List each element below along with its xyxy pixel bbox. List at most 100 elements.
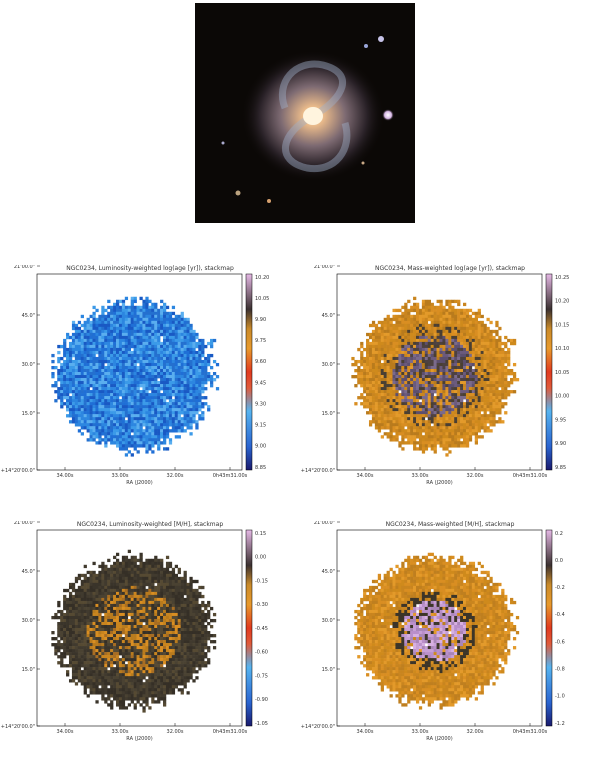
heatmap-cell bbox=[472, 312, 475, 315]
heatmap-cell bbox=[469, 381, 472, 384]
heatmap-cell bbox=[113, 556, 116, 559]
heatmap-cell bbox=[134, 577, 137, 580]
heatmap-cell bbox=[478, 429, 481, 432]
heatmap-cell bbox=[163, 604, 166, 607]
heatmap-cell bbox=[422, 342, 425, 345]
heatmap-cell bbox=[369, 369, 372, 372]
heatmap-cell bbox=[98, 598, 101, 601]
heatmap-cell bbox=[148, 429, 151, 432]
heatmap-cell bbox=[457, 378, 460, 381]
heatmap-cell bbox=[437, 420, 440, 423]
heatmap-cell bbox=[113, 339, 116, 342]
heatmap-cell bbox=[145, 309, 148, 312]
heatmap-cell bbox=[475, 369, 478, 372]
heatmap-cell bbox=[442, 345, 445, 348]
heatmap-cell bbox=[104, 378, 107, 381]
heatmap-cell bbox=[360, 378, 363, 381]
heatmap-cell bbox=[431, 327, 434, 330]
heatmap-cell bbox=[457, 327, 460, 330]
heatmap-cell bbox=[78, 342, 81, 345]
heatmap-cell bbox=[60, 378, 63, 381]
heatmap-cell bbox=[140, 592, 143, 595]
heatmap-cell bbox=[463, 309, 466, 312]
heatmap-cell bbox=[390, 327, 393, 330]
heatmap-cell bbox=[160, 381, 163, 384]
heatmap-cell bbox=[192, 354, 195, 357]
heatmap-cell bbox=[90, 396, 93, 399]
heatmap-cell bbox=[110, 318, 113, 321]
heatmap-cell bbox=[481, 384, 484, 387]
heatmap-cell bbox=[78, 378, 81, 381]
heatmap-cell bbox=[87, 366, 90, 369]
heatmap-cell bbox=[469, 420, 472, 423]
heatmap-cell bbox=[184, 336, 187, 339]
heatmap-cell bbox=[437, 330, 440, 333]
heatmap-cell bbox=[457, 417, 460, 420]
heatmap-cell bbox=[428, 399, 431, 402]
heatmap-cell bbox=[157, 435, 160, 438]
heatmap-cell bbox=[442, 366, 445, 369]
heatmap-cell bbox=[384, 423, 387, 426]
heatmap-cell bbox=[407, 432, 410, 435]
heatmap-cell bbox=[404, 405, 407, 408]
heatmap-cell bbox=[498, 408, 501, 411]
heatmap-cell bbox=[181, 426, 184, 429]
heatmap-cell bbox=[495, 321, 498, 324]
heatmap-cell bbox=[184, 598, 187, 601]
heatmap-cell bbox=[460, 378, 463, 381]
heatmap-cell bbox=[92, 571, 95, 574]
heatmap-cell bbox=[184, 354, 187, 357]
heatmap-cell bbox=[110, 429, 113, 432]
heatmap-cell bbox=[431, 372, 434, 375]
heatmap-cell bbox=[166, 562, 169, 565]
heatmap-cell bbox=[178, 363, 181, 366]
heatmap-cell bbox=[419, 312, 422, 315]
heatmap-cell bbox=[116, 336, 119, 339]
heatmap-cell bbox=[187, 384, 190, 387]
heatmap-cell bbox=[437, 354, 440, 357]
heatmap-cell bbox=[445, 342, 448, 345]
heatmap-cell bbox=[395, 423, 398, 426]
heatmap-cell bbox=[413, 447, 416, 450]
heatmap-cell bbox=[113, 408, 116, 411]
heatmap-cell bbox=[492, 420, 495, 423]
heatmap-cell bbox=[157, 369, 160, 372]
heatmap-cell bbox=[75, 420, 78, 423]
heatmap-cell bbox=[134, 405, 137, 408]
heatmap-cell bbox=[137, 450, 140, 453]
heatmap-cell bbox=[134, 610, 137, 613]
heatmap-cell bbox=[81, 390, 84, 393]
heatmap-cell bbox=[431, 396, 434, 399]
heatmap-cell bbox=[401, 318, 404, 321]
heatmap-cell bbox=[437, 351, 440, 354]
y-tick-label: 21'00.0" bbox=[314, 265, 335, 270]
heatmap-cell bbox=[128, 577, 131, 580]
heatmap-cell bbox=[142, 574, 145, 577]
heatmap-cell bbox=[442, 429, 445, 432]
heatmap-cell bbox=[145, 601, 148, 604]
heatmap-cell bbox=[122, 318, 125, 321]
heatmap-cell bbox=[416, 384, 419, 387]
heatmap-cell bbox=[116, 595, 119, 598]
heatmap-cell bbox=[113, 426, 116, 429]
heatmap-cell bbox=[419, 357, 422, 360]
heatmap-cell bbox=[457, 345, 460, 348]
heatmap-cell bbox=[90, 333, 93, 336]
heatmap-cell bbox=[113, 345, 116, 348]
heatmap-cell bbox=[110, 393, 113, 396]
heatmap-cell bbox=[422, 303, 425, 306]
heatmap-cell bbox=[145, 324, 148, 327]
heatmap-cell bbox=[163, 420, 166, 423]
heatmap-cell bbox=[431, 369, 434, 372]
heatmap-cell bbox=[192, 387, 195, 390]
heatmap-cell bbox=[128, 393, 131, 396]
heatmap-cell bbox=[475, 372, 478, 375]
heatmap-cell bbox=[75, 604, 78, 607]
heatmap-cell bbox=[151, 601, 154, 604]
heatmap-cell bbox=[489, 381, 492, 384]
heatmap-cell bbox=[116, 375, 119, 378]
heatmap-cell bbox=[401, 351, 404, 354]
heatmap-cell bbox=[466, 321, 469, 324]
heatmap-cell bbox=[69, 378, 72, 381]
heatmap-cell bbox=[134, 598, 137, 601]
